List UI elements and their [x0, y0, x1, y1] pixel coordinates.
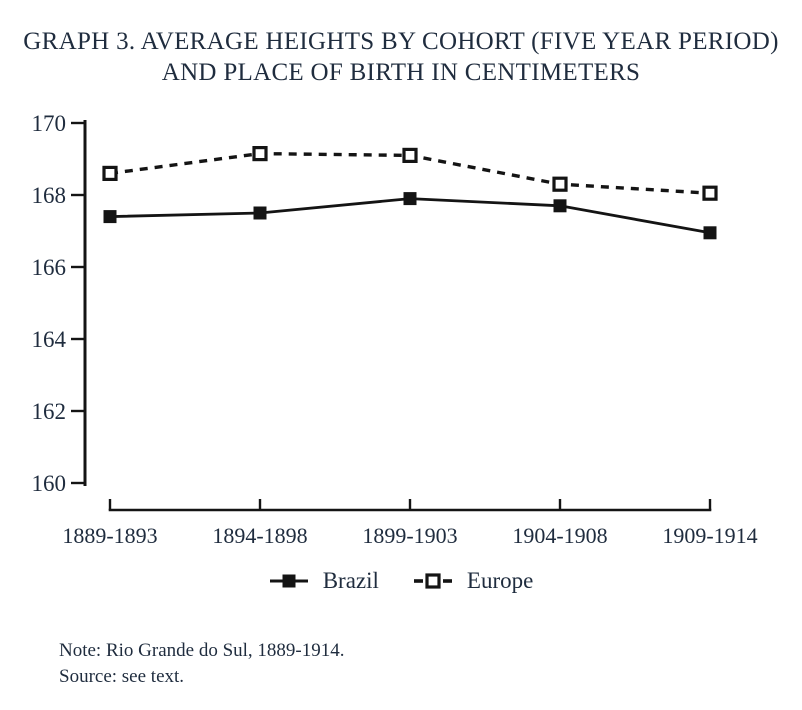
data-point-europe: [102, 165, 118, 181]
y-tick-label: 168: [32, 183, 67, 208]
title-line-1: GRAPH 3. AVERAGE HEIGHTS BY COHORT (FIVE…: [23, 28, 779, 55]
x-tick-label: 1894-1898: [212, 523, 307, 548]
data-point-europe: [552, 176, 568, 192]
y-tick-label: 162: [32, 399, 67, 424]
legend-label-brazil: Brazil: [322, 568, 379, 593]
dashed-line-open-square-icon: [413, 573, 452, 589]
x-tick-label: 1889-1893: [62, 523, 157, 548]
data-point-brazil: [403, 192, 417, 206]
y-tick-label: 160: [32, 471, 67, 496]
chart-plot-area: 170 168 166 164 162 160 1889-1893 1894-1898 1899…: [32, 111, 758, 548]
data-point-brazil: [553, 199, 567, 213]
source-line: Source: see text.: [59, 666, 185, 687]
legend-item-brazil: Brazil: [269, 568, 379, 594]
data-point-brazil: [703, 226, 717, 240]
data-point-europe: [252, 146, 268, 162]
data-point-europe: [402, 147, 418, 163]
x-tick-label: 1899-1903: [362, 523, 457, 548]
y-tick-label: 170: [32, 111, 67, 136]
data-point-brazil: [103, 210, 117, 224]
x-tick-label: 1904-1908: [512, 523, 607, 548]
data-point-europe: [702, 185, 718, 201]
chart-notes: Note: Rio Grande do Sul, 1889-1914. Sour…: [59, 638, 345, 690]
y-tick-label: 164: [32, 327, 67, 352]
x-tick-label: 1909-1914: [662, 523, 757, 548]
data-point-brazil: [253, 206, 267, 220]
note-line: Note: Rio Grande do Sul, 1889-1914.: [59, 640, 345, 661]
legend-label-europe: Europe: [466, 568, 534, 593]
solid-line-filled-square-icon: [269, 574, 308, 588]
legend-item-europe: Europe: [413, 568, 533, 594]
y-tick-label: 166: [32, 255, 67, 280]
page-title: GRAPH 3. AVERAGE HEIGHTS BY COHORT (FIVE…: [0, 26, 802, 88]
title-line-2: AND PLACE OF BIRTH IN CENTIMETERS: [161, 59, 641, 86]
legend: Brazil Europe: [0, 568, 802, 594]
